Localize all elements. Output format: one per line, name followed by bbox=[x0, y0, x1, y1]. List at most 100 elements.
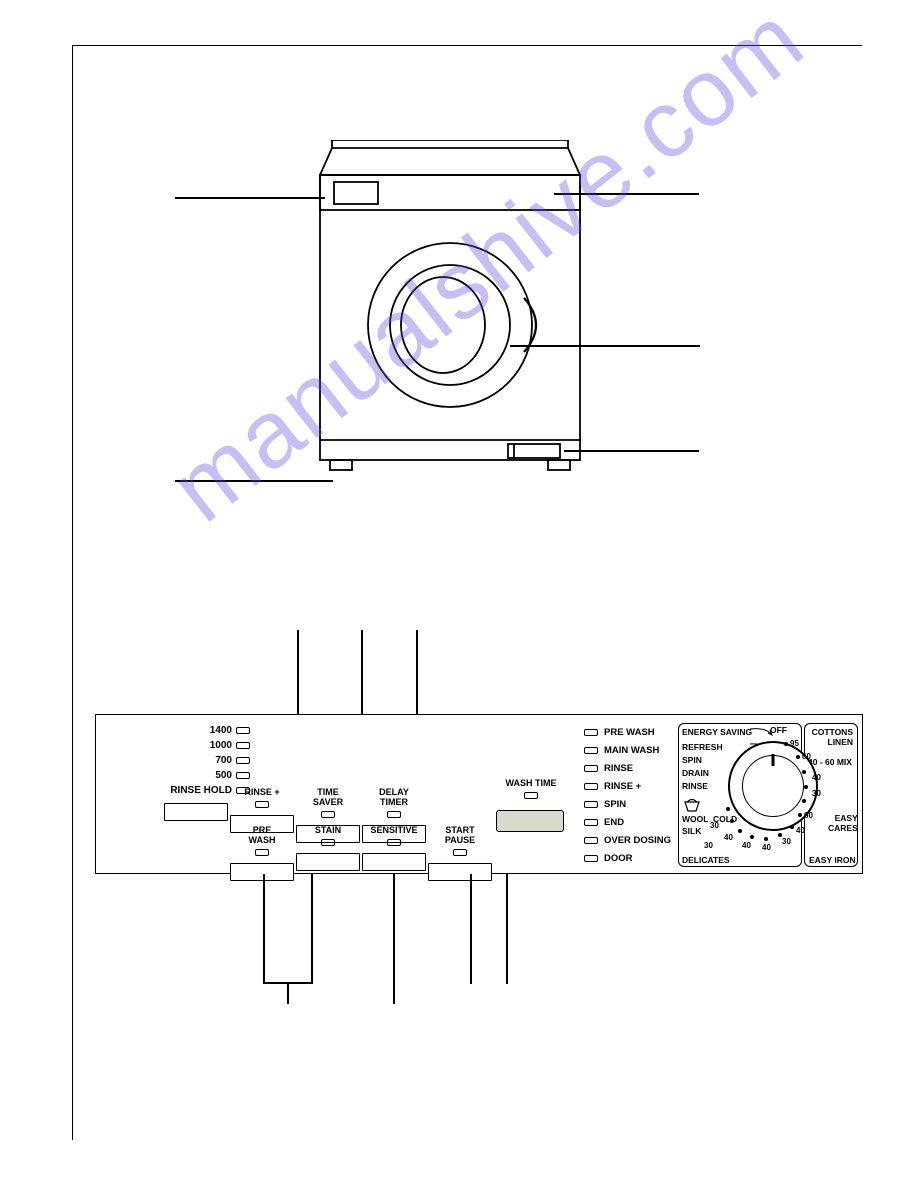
leader-panel bbox=[554, 193, 699, 195]
prog-easyiron: EASY IRON bbox=[809, 855, 856, 865]
control-panel: 1400 1000 700 500 RINSE HOLD RINSE + TIM… bbox=[95, 714, 863, 874]
temp-b40d: 40 bbox=[724, 833, 733, 842]
tick-icon bbox=[784, 742, 788, 746]
vlead-b1 bbox=[263, 874, 265, 984]
stage-rinse: RINSE bbox=[604, 763, 633, 774]
led-icon bbox=[255, 801, 269, 808]
vlead-b5 bbox=[506, 874, 508, 984]
prog-easycares: EASY CARES bbox=[828, 813, 858, 833]
tick-icon bbox=[764, 837, 768, 841]
handwash-icon bbox=[684, 799, 700, 813]
prog-cottons: COTTONS LINEN bbox=[809, 727, 853, 747]
prog-4060mix: 40 - 60 MIX bbox=[808, 757, 852, 767]
sensitive-button[interactable] bbox=[362, 853, 426, 871]
sensitive-label: SENSITIVE bbox=[362, 825, 426, 835]
leader-drawer bbox=[175, 197, 325, 199]
prog-delicates: DELICATES bbox=[682, 855, 730, 865]
stage-prewash: PRE WASH bbox=[604, 727, 655, 738]
spin-1000: 1000 bbox=[166, 738, 232, 753]
wash-time-block: WASH TIME bbox=[496, 778, 566, 832]
temp-b60: 60 bbox=[804, 811, 813, 820]
led-icon bbox=[236, 772, 250, 779]
time-saver-label: TIME SAVER bbox=[296, 787, 360, 807]
temp-b40c: 40 bbox=[742, 841, 751, 850]
stage-overdosing: OVER DOSING bbox=[604, 835, 671, 846]
wash-time-display bbox=[496, 810, 564, 832]
tick-icon bbox=[750, 835, 754, 839]
led-icon bbox=[584, 729, 598, 736]
wash-time-label: WASH TIME bbox=[496, 778, 566, 788]
led-icon bbox=[584, 765, 598, 772]
temp-b40a: 40 bbox=[796, 826, 805, 835]
tick-icon bbox=[796, 755, 800, 759]
stain-button[interactable] bbox=[296, 853, 360, 871]
stage-end: END bbox=[604, 817, 624, 828]
led-icon bbox=[236, 757, 250, 764]
dial-knob bbox=[742, 755, 804, 817]
start-pause-button[interactable] bbox=[428, 863, 492, 881]
led-icon bbox=[321, 811, 335, 818]
temp-60: 60 bbox=[802, 752, 811, 761]
temp-b30c: 30 bbox=[704, 841, 713, 850]
led-icon bbox=[584, 801, 598, 808]
stage-mainwash: MAIN WASH bbox=[604, 745, 659, 756]
vlead-b2 bbox=[311, 874, 313, 984]
spin-hold: RINSE HOLD bbox=[166, 783, 232, 798]
led-icon bbox=[584, 855, 598, 862]
prog-rinse: RINSE bbox=[682, 781, 708, 791]
led-icon bbox=[584, 819, 598, 826]
temp-b30b: 30 bbox=[710, 821, 719, 830]
led-icon bbox=[321, 839, 335, 846]
appliance-diagram bbox=[300, 140, 600, 485]
tick-icon bbox=[738, 829, 742, 833]
prog-silk: SILK bbox=[682, 826, 701, 836]
prog-refresh: REFRESH bbox=[682, 742, 723, 752]
temp-40: 40 bbox=[812, 773, 821, 782]
dial-pointer-icon bbox=[772, 754, 775, 766]
led-icon bbox=[387, 811, 401, 818]
vjoin-1 bbox=[287, 982, 289, 1004]
stage-rinseplus: RINSE + bbox=[604, 781, 641, 792]
tick-icon bbox=[730, 819, 734, 823]
stain-label: STAIN bbox=[296, 825, 360, 835]
prog-off: OFF bbox=[770, 725, 787, 735]
temp-b30a: 30 bbox=[782, 837, 791, 846]
led-icon bbox=[236, 742, 250, 749]
vlead-b4 bbox=[470, 874, 472, 984]
spin-select-button[interactable] bbox=[164, 803, 228, 821]
prog-spin: SPIN bbox=[682, 755, 702, 765]
leader-feet bbox=[175, 480, 333, 482]
spin-500: 500 bbox=[166, 768, 232, 783]
led-icon bbox=[584, 783, 598, 790]
tick-icon bbox=[804, 785, 808, 789]
tick-icon bbox=[802, 799, 806, 803]
spin-1400: 1400 bbox=[166, 723, 232, 738]
tick-icon bbox=[790, 825, 794, 829]
tick-icon bbox=[802, 770, 806, 774]
stage-door: DOOR bbox=[604, 853, 633, 864]
tick-icon bbox=[798, 813, 802, 817]
stage-column: PRE WASH MAIN WASH RINSE RINSE + SPIN EN… bbox=[584, 723, 671, 867]
temp-b40b: 40 bbox=[762, 843, 771, 852]
spin-700: 700 bbox=[166, 753, 232, 768]
start-pause-label: START PAUSE bbox=[428, 825, 492, 845]
leader-filter bbox=[564, 450, 699, 452]
vlead-b3 bbox=[393, 874, 395, 1004]
tick-icon bbox=[726, 807, 730, 811]
rinse-plus-label: RINSE + bbox=[230, 787, 294, 797]
prewash-button[interactable] bbox=[230, 863, 294, 881]
led-icon bbox=[524, 792, 538, 799]
prog-energy: ENERGY SAVING bbox=[682, 727, 752, 737]
stage-spin: SPIN bbox=[604, 799, 626, 810]
temp-95: 95 bbox=[790, 739, 799, 748]
led-icon bbox=[584, 837, 598, 844]
led-icon bbox=[453, 849, 467, 856]
led-icon bbox=[584, 747, 598, 754]
led-icon bbox=[387, 839, 401, 846]
prog-drain: DRAIN bbox=[682, 768, 709, 778]
temp-30: 30 bbox=[812, 789, 821, 798]
prewash-label: PRE WASH bbox=[230, 825, 294, 845]
led-icon bbox=[236, 727, 250, 734]
led-icon bbox=[255, 849, 269, 856]
delay-timer-label: DELAY TIMER bbox=[362, 787, 426, 807]
